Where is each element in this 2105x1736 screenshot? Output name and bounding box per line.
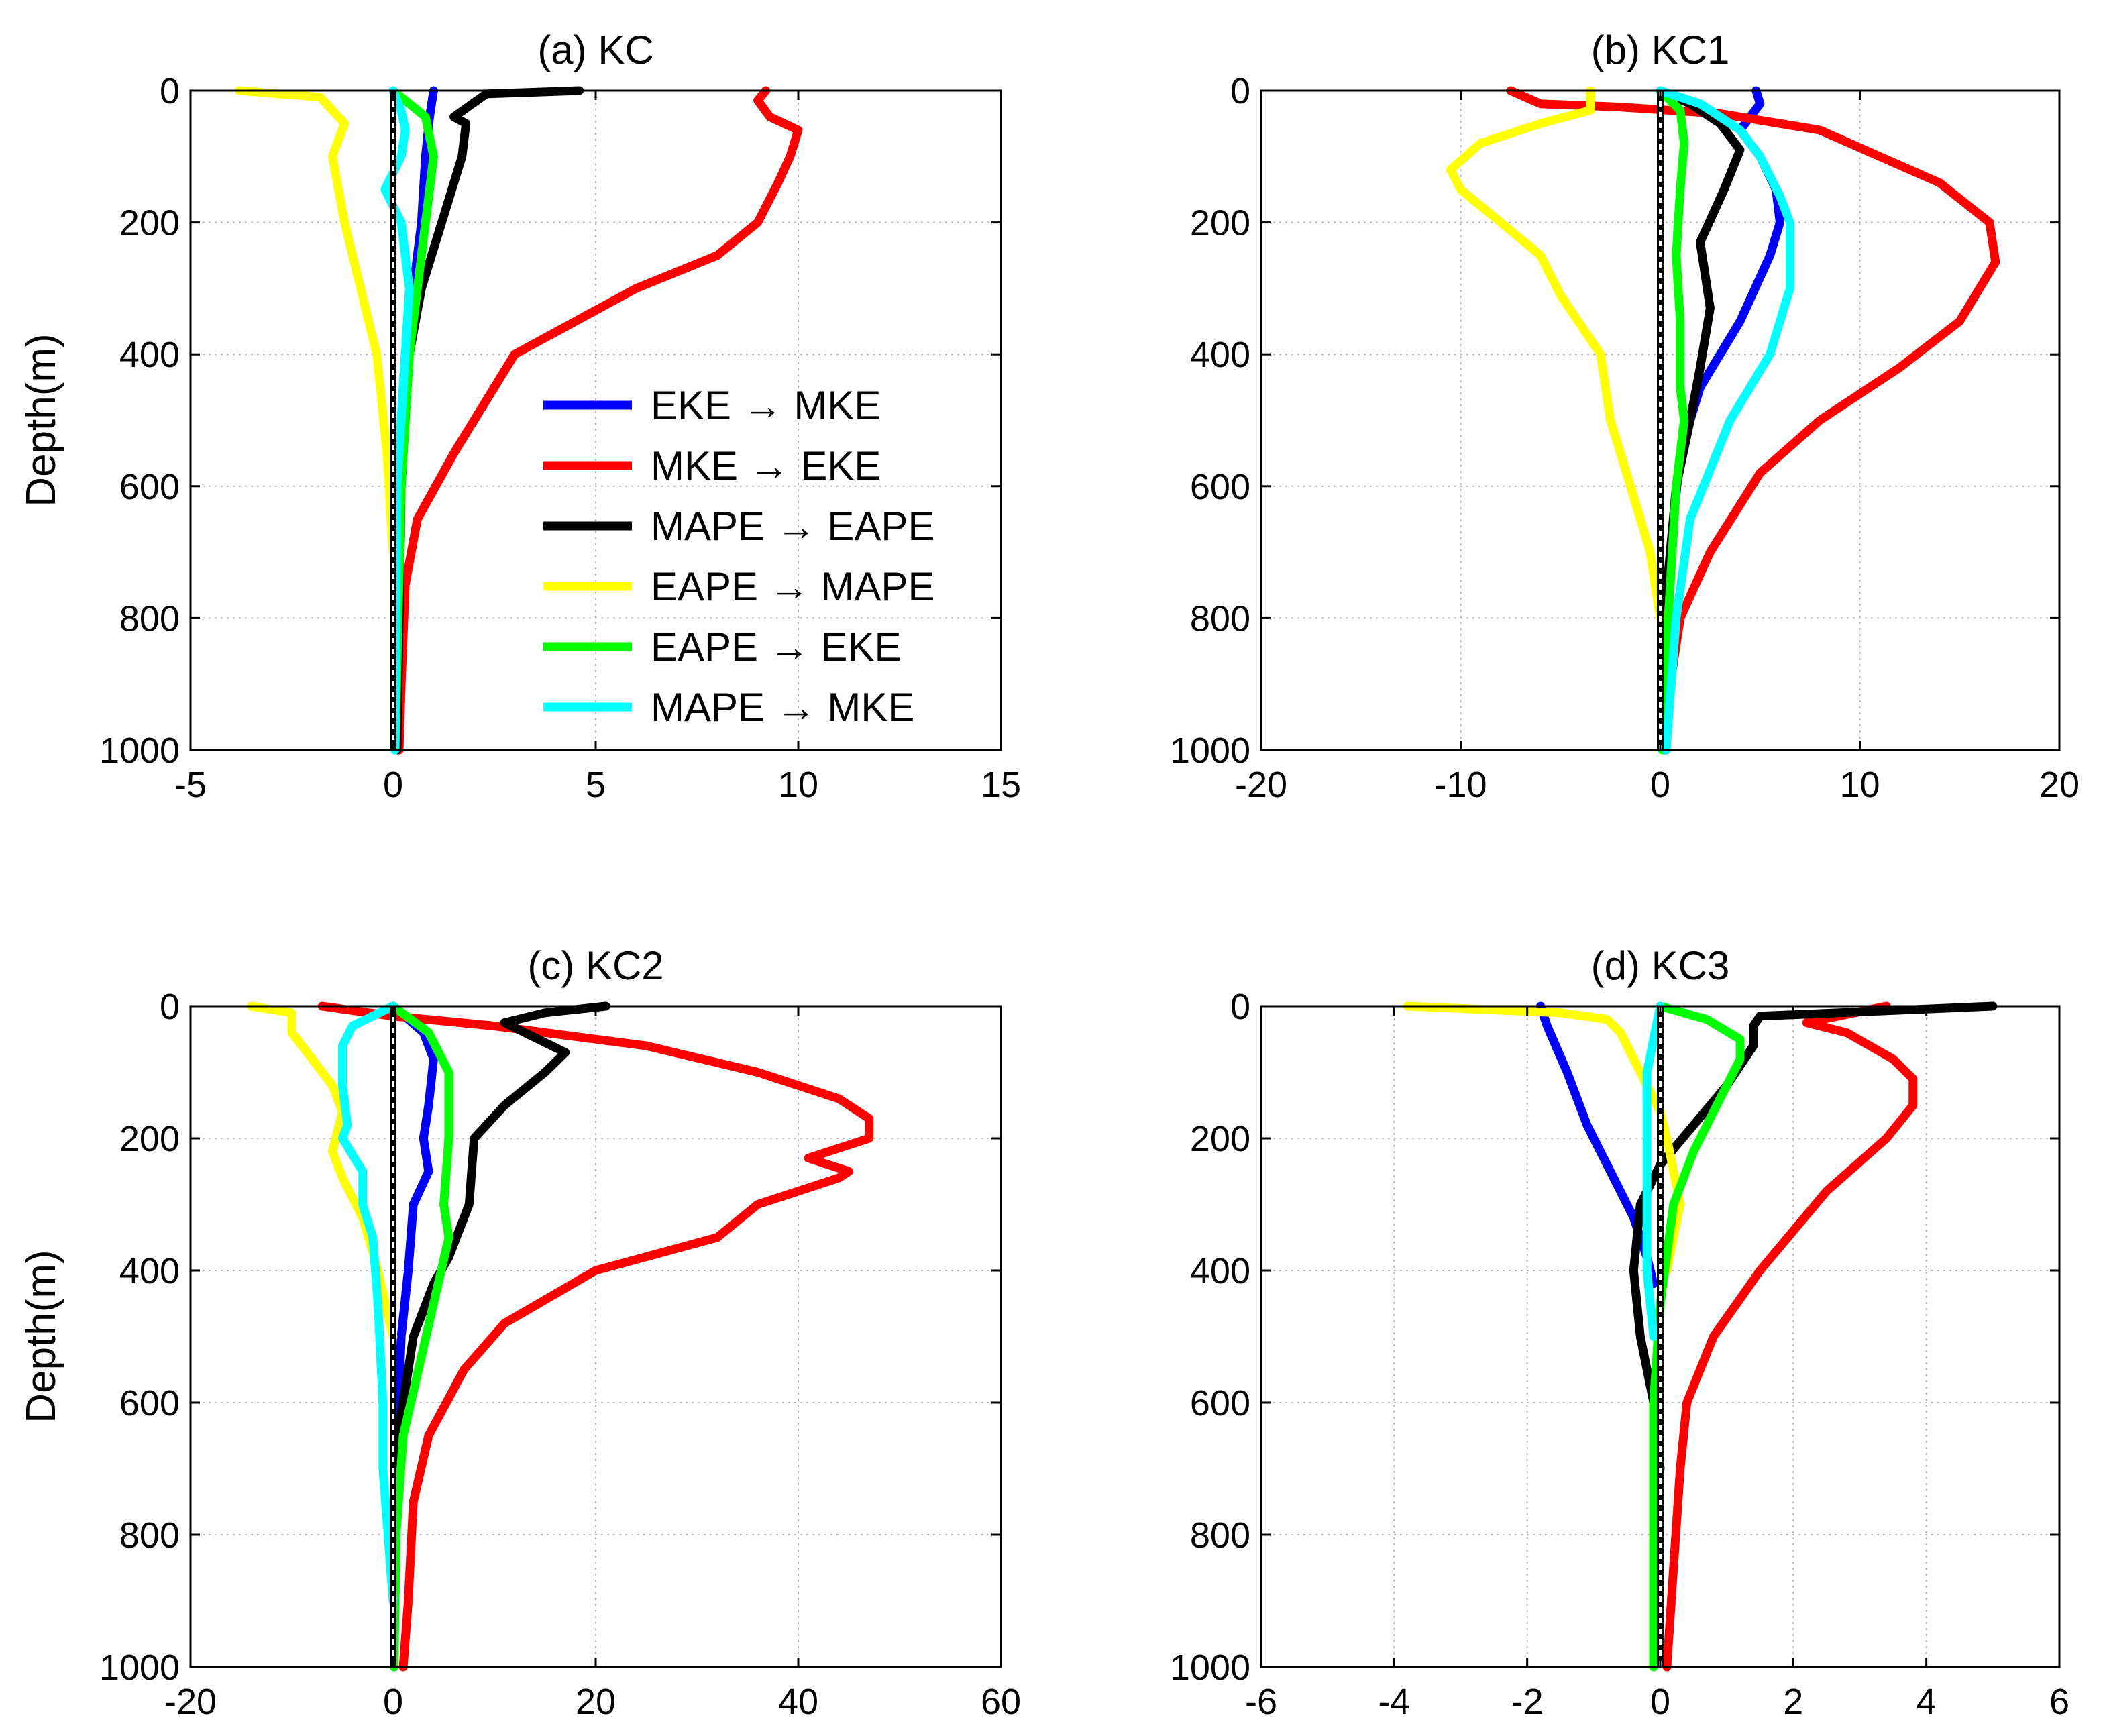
series-line-EAPE → EKE xyxy=(1656,86,1689,755)
x-tick-label: -20 xyxy=(164,1682,217,1722)
y-tick-label: 1000 xyxy=(99,730,180,771)
x-tick-label: 6 xyxy=(2049,1682,2069,1722)
y-axis-label: Depth(m) xyxy=(18,333,64,506)
legend-entry: MAPE → MKE xyxy=(651,685,914,730)
x-tick-label: -20 xyxy=(1235,765,1287,805)
x-tick-label: 0 xyxy=(1650,1682,1670,1722)
series-line-EAPE → EKE xyxy=(1649,1001,1745,1672)
x-tick-label: 60 xyxy=(981,1682,1021,1722)
y-tick-label: 0 xyxy=(160,71,180,111)
series-line-MKE → EKE xyxy=(394,86,803,755)
y-tick-label: 200 xyxy=(119,1119,180,1159)
y-axis-label: Depth(m) xyxy=(18,1250,64,1423)
series-line-EAPE → MAPE xyxy=(235,86,398,557)
x-tick-label: 10 xyxy=(1839,765,1880,805)
y-tick-label: 400 xyxy=(1190,1251,1250,1291)
series-line-MAPE → EAPE xyxy=(1629,1001,1998,1473)
series-line-EAPE → MAPE xyxy=(1403,1001,1685,1275)
x-tick-label: 5 xyxy=(586,765,606,805)
y-tick-label: 0 xyxy=(1230,71,1250,111)
series-line-EKE → MKE xyxy=(388,1001,438,1672)
y-tick-label: 800 xyxy=(119,598,180,639)
series-line-EAPE → MAPE xyxy=(1446,86,1665,622)
series-line-MAPE → MKE xyxy=(1656,86,1794,755)
legend-entry: EAPE → MAPE xyxy=(651,564,934,609)
panel-1: -5 0 5 10 15 0 200 400 600 800 1000 (a) KC Depth(m) E… xyxy=(18,28,1021,805)
series-line-EAPE → EKE xyxy=(388,1001,453,1672)
y-tick-label: 0 xyxy=(160,987,180,1027)
x-tick-label: -5 xyxy=(174,765,207,805)
legend-entry: MAPE → EAPE xyxy=(651,504,934,549)
y-tick-label: 800 xyxy=(1190,598,1250,639)
y-tick-label: 0 xyxy=(1230,987,1250,1027)
series-line-MKE → EKE xyxy=(1506,86,2000,755)
x-tick-label: 10 xyxy=(778,765,818,805)
y-tick-label: 1000 xyxy=(1170,1647,1250,1688)
legend-entry: EAPE → EKE xyxy=(651,625,901,669)
y-tick-label: 600 xyxy=(119,467,180,507)
x-tick-label: -6 xyxy=(1245,1682,1277,1722)
chart-title: (b) KC1 xyxy=(1591,28,1730,72)
y-tick-label: 200 xyxy=(119,203,180,243)
series-line-EAPE → MAPE xyxy=(247,1001,398,1341)
y-tick-label: 200 xyxy=(1190,1119,1250,1159)
x-tick-label: -2 xyxy=(1511,1682,1544,1722)
legend: EKE → MKE MKE → EKE MAPE → EAPE EAPE → MAPE… xyxy=(543,383,934,730)
y-tick-label: 400 xyxy=(119,1251,180,1291)
y-tick-label: 1000 xyxy=(1170,730,1250,771)
y-tick-label: 600 xyxy=(1190,1383,1250,1423)
chart-title: (d) KC3 xyxy=(1591,943,1730,988)
x-tick-label: -4 xyxy=(1378,1682,1410,1722)
x-tick-label: -10 xyxy=(1434,765,1487,805)
x-tick-label: 20 xyxy=(2039,765,2080,805)
panel-4: -6 -4 -2 0 2 4 6 0 200 400 600 800 1000 (d) KC3 xyxy=(1170,943,2069,1722)
chart-title: (a) KC xyxy=(537,28,653,72)
y-tick-label: 600 xyxy=(1190,467,1250,507)
y-tick-label: 400 xyxy=(1190,335,1250,375)
chart-title: (c) KC2 xyxy=(527,943,663,988)
y-tick-label: 800 xyxy=(1190,1515,1250,1556)
x-tick-label: 0 xyxy=(383,1682,403,1722)
legend-entry: MKE → EKE xyxy=(651,443,881,488)
x-tick-label: 40 xyxy=(778,1682,818,1722)
x-tick-label: 2 xyxy=(1783,1682,1803,1722)
y-tick-label: 200 xyxy=(1190,203,1250,243)
x-tick-label: 20 xyxy=(576,1682,616,1722)
series-line-MAPE → MKE xyxy=(1642,1001,1665,1341)
series-line-MKE → EKE xyxy=(317,1001,874,1672)
y-tick-label: 1000 xyxy=(99,1647,180,1688)
series-line-MAPE → MKE xyxy=(338,1001,398,1605)
x-tick-label: 15 xyxy=(981,765,1021,805)
x-tick-label: 4 xyxy=(1917,1682,1937,1722)
x-tick-label: 0 xyxy=(1650,765,1670,805)
y-tick-label: 600 xyxy=(119,1383,180,1423)
legend-entry: EKE → MKE xyxy=(651,383,881,428)
x-tick-label: 0 xyxy=(383,765,403,805)
series-line-MAPE → EAPE xyxy=(390,1001,610,1539)
y-tick-label: 800 xyxy=(119,1515,180,1556)
y-tick-label: 400 xyxy=(119,335,180,375)
series-line-MKE → EKE xyxy=(1662,1001,1918,1672)
